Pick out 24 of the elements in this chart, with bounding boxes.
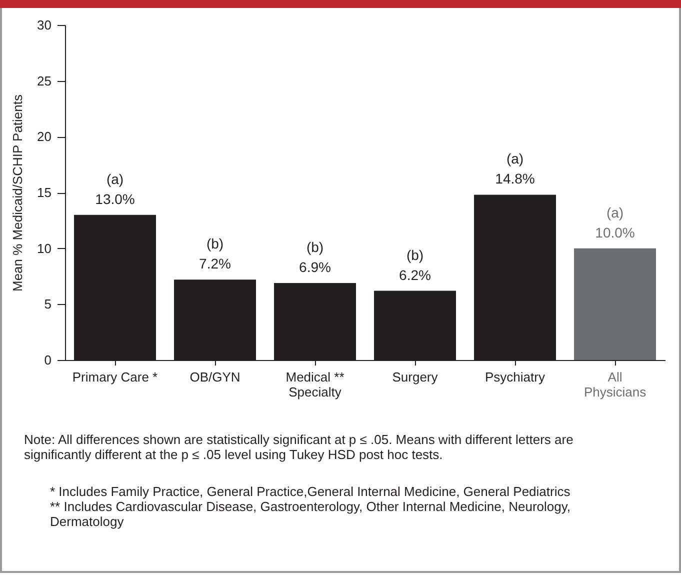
y-tick-label: 25 — [37, 73, 52, 88]
x-tick-label: Psychiatry — [485, 370, 546, 384]
y-tick-label: 20 — [37, 129, 52, 144]
data-label: (b) 6.9% — [299, 238, 331, 275]
data-label: (b) 6.2% — [399, 246, 431, 283]
y-tick-label: 0 — [44, 352, 52, 368]
bar — [574, 248, 656, 360]
data-label: (b) 7.2% — [199, 236, 231, 272]
y-tick-label: 10 — [37, 240, 52, 256]
data-label: (a) 14.8% — [495, 150, 535, 187]
data-label: (a) 13.0% — [95, 170, 135, 207]
y-tick-label: 30 — [37, 18, 52, 32]
text: ** Includes Cardiovascular Disease, Gastroenterology, Other Internal Medicine, Neurology, Dermatology — [49, 499, 572, 529]
x-tick-label: Surgery — [392, 370, 438, 384]
text: * Includes Family Practice, General Practice,General Internal Medicine, General Pediatrics — [49, 484, 572, 499]
y-tick-label: 5 — [44, 296, 52, 312]
x-tick-label: OB/GYN — [190, 370, 240, 384]
x-tick-label: All Physicians — [584, 370, 647, 400]
x-tick-label: Primary Care * — [72, 370, 158, 384]
text: Note: All differences shown are statistically significant at p ≤ .05. Means with different letters are significantly different at the p ≤ .05 level using Tukey HSD post hoc tests. — [24, 432, 574, 462]
x-tick-label: Medical ** Specialty — [286, 370, 344, 400]
y-axis-title: Mean % Medicaid/SCHIP Patients — [10, 94, 26, 292]
data-label: (a) 10.0% — [595, 204, 635, 240]
y-tick-label: 15 — [37, 185, 52, 200]
